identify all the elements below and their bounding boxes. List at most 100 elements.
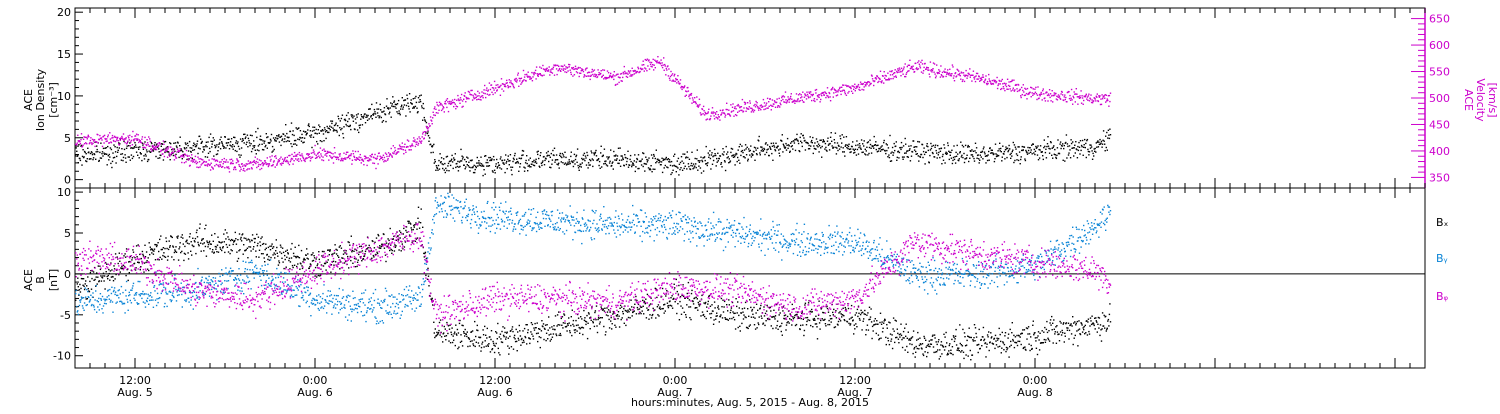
velocity-point — [442, 105, 443, 106]
velocity-point — [784, 96, 785, 97]
velocity-point — [656, 62, 657, 63]
density-point — [506, 162, 507, 163]
velocity-point — [920, 62, 921, 63]
density-point — [407, 98, 408, 99]
velocity-point — [404, 146, 405, 147]
density-point — [213, 155, 214, 156]
density-point — [154, 142, 155, 143]
density-point — [470, 167, 471, 168]
density-point — [385, 114, 386, 115]
density-point — [1101, 141, 1102, 142]
velocity-point — [250, 162, 251, 163]
velocity-point — [395, 150, 396, 151]
density-point — [969, 158, 970, 159]
density-point — [650, 165, 651, 166]
density-point — [607, 165, 608, 166]
density-point — [204, 146, 205, 147]
density-point — [695, 158, 696, 159]
density-point — [704, 156, 705, 157]
density-point — [598, 158, 599, 159]
velocity-point — [935, 77, 936, 78]
density-point — [448, 170, 449, 171]
density-point — [975, 143, 976, 144]
bx-point — [316, 276, 317, 277]
density-point — [854, 152, 855, 153]
density-point — [552, 159, 553, 160]
density-point — [878, 150, 879, 151]
density-point — [255, 131, 256, 132]
density-point — [255, 150, 256, 151]
velocity-point — [520, 84, 521, 85]
velocity-point — [244, 170, 245, 171]
velocity-point — [934, 63, 935, 64]
density-point — [370, 108, 371, 109]
density-point — [114, 146, 115, 147]
density-point — [381, 117, 382, 118]
density-point — [719, 158, 720, 159]
density-point — [715, 155, 716, 156]
density-point — [696, 167, 697, 168]
velocity-point — [179, 150, 180, 151]
bx-point — [223, 233, 224, 234]
density-point — [716, 158, 717, 159]
bx-point — [99, 280, 100, 281]
velocity-point — [897, 72, 898, 73]
bx-point — [102, 277, 103, 278]
velocity-point — [1068, 91, 1069, 92]
velocity-point — [275, 166, 276, 167]
velocity-point — [764, 106, 765, 107]
density-point — [865, 154, 866, 155]
velocity-tick-label: 600 — [1429, 39, 1450, 52]
density-point — [541, 165, 542, 166]
velocity-point — [118, 140, 119, 141]
bx-point — [325, 263, 326, 264]
density-point — [322, 130, 323, 131]
density-point — [901, 142, 902, 143]
bx-point — [265, 249, 266, 250]
velocity-point — [208, 159, 209, 160]
bx-point — [273, 246, 274, 247]
velocity-point — [460, 99, 461, 100]
bx-point — [104, 288, 105, 289]
velocity-point — [326, 155, 327, 156]
density-point — [1089, 151, 1090, 152]
density-point — [391, 117, 392, 118]
velocity-point — [476, 99, 477, 100]
velocity-point — [413, 137, 414, 138]
density-point — [859, 145, 860, 146]
bx-point — [197, 236, 198, 237]
density-point — [748, 148, 749, 149]
density-point — [708, 152, 709, 153]
velocity-point — [566, 72, 567, 73]
bx-point — [156, 245, 157, 246]
velocity-point — [210, 169, 211, 170]
bx-point — [259, 241, 260, 242]
density-point — [857, 149, 858, 150]
density-point — [266, 133, 267, 134]
velocity-point — [418, 136, 419, 137]
velocity-point — [430, 116, 431, 117]
velocity-point — [1069, 98, 1070, 99]
bx-point — [109, 273, 110, 274]
velocity-point — [77, 142, 78, 143]
density-point — [829, 149, 830, 150]
density-point — [797, 140, 798, 141]
density-point — [394, 106, 395, 107]
velocity-point — [1071, 99, 1072, 100]
density-point — [451, 155, 452, 156]
velocity-point — [495, 87, 496, 88]
velocity-point — [331, 153, 332, 154]
density-point — [669, 161, 670, 162]
density-point — [493, 156, 494, 157]
density-point — [664, 167, 665, 168]
density-point — [803, 137, 804, 138]
bx-point — [166, 241, 167, 242]
density-point — [280, 145, 281, 146]
velocity-point — [894, 76, 895, 77]
bx-point — [174, 249, 175, 250]
bx-point — [259, 250, 260, 251]
density-point — [523, 150, 524, 151]
density-point — [761, 147, 762, 148]
density-point — [262, 140, 263, 141]
density-point — [380, 109, 381, 110]
